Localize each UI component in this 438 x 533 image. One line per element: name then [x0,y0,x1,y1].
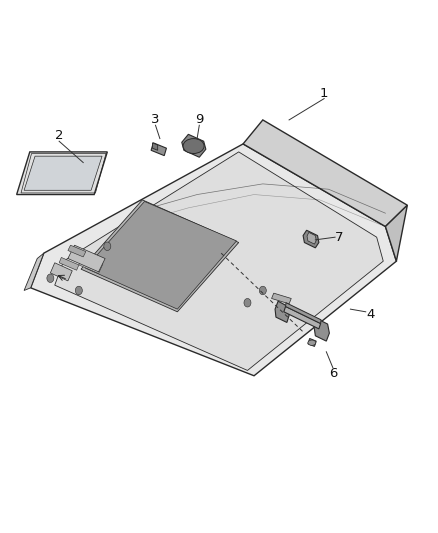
Text: 4: 4 [366,308,374,321]
Polygon shape [307,232,316,244]
Polygon shape [55,152,383,370]
Polygon shape [286,303,321,324]
Text: 1: 1 [320,87,328,100]
Text: 6: 6 [328,367,337,379]
Circle shape [259,286,266,295]
Circle shape [47,274,54,282]
Circle shape [244,298,251,307]
Circle shape [75,286,82,295]
Text: 3: 3 [151,114,160,126]
Text: 2: 2 [55,130,64,142]
Polygon shape [275,301,289,322]
Polygon shape [31,144,396,376]
Polygon shape [59,257,79,270]
Polygon shape [308,338,316,346]
Polygon shape [79,256,103,273]
Polygon shape [385,205,407,261]
Polygon shape [68,245,86,257]
Polygon shape [151,143,166,156]
Polygon shape [24,156,102,190]
Text: 7: 7 [335,231,344,244]
Polygon shape [81,200,239,312]
Polygon shape [85,201,237,309]
Polygon shape [284,306,321,329]
Ellipse shape [183,139,204,154]
Text: 9: 9 [195,114,204,126]
Polygon shape [243,120,407,227]
Polygon shape [303,230,319,248]
Polygon shape [272,293,291,304]
Polygon shape [314,319,329,341]
Ellipse shape [308,340,316,345]
Circle shape [104,242,111,251]
Polygon shape [182,134,206,157]
Polygon shape [50,263,72,281]
Polygon shape [24,253,44,290]
Polygon shape [152,143,158,150]
Polygon shape [68,245,105,272]
Polygon shape [17,152,107,195]
